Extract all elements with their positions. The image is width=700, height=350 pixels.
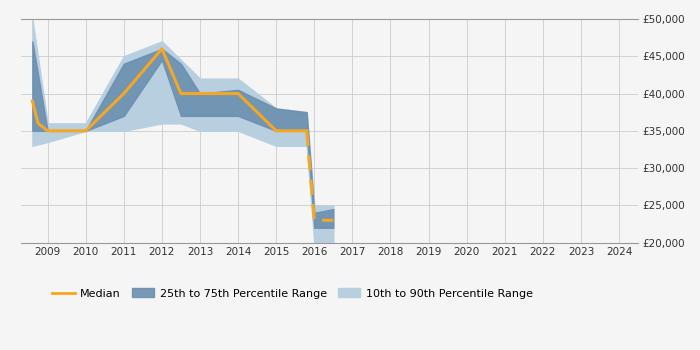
Legend: Median, 25th to 75th Percentile Range, 10th to 90th Percentile Range: Median, 25th to 75th Percentile Range, 1… [48,284,537,303]
